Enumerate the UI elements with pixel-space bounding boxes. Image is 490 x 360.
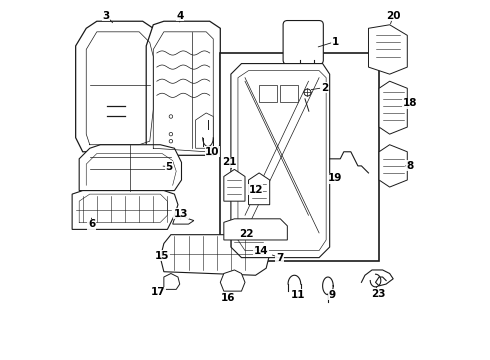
Polygon shape: [79, 145, 181, 190]
Text: 2: 2: [321, 82, 328, 93]
Polygon shape: [160, 235, 270, 275]
Text: 18: 18: [403, 98, 417, 108]
Text: 22: 22: [240, 229, 254, 239]
Bar: [259, 85, 277, 102]
Text: 8: 8: [407, 161, 414, 171]
Polygon shape: [379, 145, 407, 187]
Bar: [220, 53, 379, 261]
Text: 9: 9: [329, 290, 336, 300]
Text: 5: 5: [166, 162, 173, 172]
Text: 11: 11: [291, 290, 305, 300]
Polygon shape: [164, 274, 180, 289]
Polygon shape: [172, 215, 194, 224]
Polygon shape: [248, 173, 270, 205]
Text: 4: 4: [176, 11, 183, 21]
Polygon shape: [368, 25, 407, 74]
Text: 12: 12: [248, 185, 263, 195]
Polygon shape: [231, 237, 266, 249]
Text: 13: 13: [173, 208, 188, 219]
Polygon shape: [75, 21, 164, 152]
Text: 14: 14: [253, 246, 268, 256]
FancyBboxPatch shape: [283, 21, 323, 64]
Polygon shape: [220, 270, 245, 291]
Text: 7: 7: [276, 253, 283, 262]
Bar: [280, 85, 298, 102]
Text: 6: 6: [88, 219, 95, 229]
Text: 17: 17: [151, 287, 166, 297]
Text: 23: 23: [371, 289, 386, 298]
Polygon shape: [231, 64, 330, 258]
Text: 21: 21: [222, 157, 236, 167]
Polygon shape: [196, 113, 213, 148]
Text: 20: 20: [386, 11, 400, 21]
Polygon shape: [379, 81, 407, 134]
Circle shape: [169, 115, 172, 118]
Polygon shape: [224, 219, 287, 240]
Circle shape: [169, 139, 172, 143]
Polygon shape: [72, 190, 178, 229]
Text: 15: 15: [155, 251, 170, 261]
Circle shape: [169, 132, 172, 136]
Text: 16: 16: [221, 293, 235, 303]
Text: 1: 1: [331, 37, 339, 47]
Text: 10: 10: [205, 147, 220, 157]
Text: 19: 19: [328, 173, 342, 183]
Text: 3: 3: [103, 11, 110, 21]
Polygon shape: [224, 170, 245, 201]
Polygon shape: [146, 21, 220, 155]
